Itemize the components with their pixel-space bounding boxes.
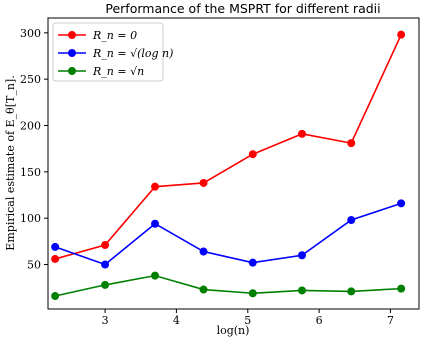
data-point [51, 242, 60, 251]
data-point [151, 271, 160, 280]
data-point [297, 129, 306, 138]
chart-title: Performance of the MSPRT for different r… [105, 1, 380, 16]
y-axis-label: Empirical estimate of E_θ[T_n]. [4, 75, 17, 250]
data-point [51, 292, 60, 301]
y-tick-label: 50 [27, 259, 41, 272]
y-tick-label: 150 [20, 166, 41, 179]
legend-label: R_n = 0 [92, 29, 137, 42]
legend-label: R_n = √n [92, 65, 144, 78]
data-point [248, 289, 257, 298]
legend-item: R_n = 0 [58, 29, 137, 42]
series-0 [51, 30, 406, 263]
y-tick-label: 250 [20, 73, 41, 86]
legend: R_n = 0 R_n = √(log n) R_n = √n [52, 22, 173, 82]
series-line [54, 34, 402, 260]
legend-marker [68, 67, 76, 75]
y-tick-label: 200 [20, 120, 41, 133]
series-line [54, 202, 402, 266]
data-point [101, 260, 110, 269]
data-point [199, 285, 208, 294]
data-point [297, 286, 306, 295]
data-point [101, 241, 110, 250]
series-layer [51, 30, 406, 301]
legend-label: R_n = √(log n) [92, 47, 173, 60]
data-point [347, 287, 356, 296]
series-2 [51, 271, 406, 301]
x-tick-label: 6 [316, 314, 323, 327]
axis-ticks: 3 4 5 6 7 50 100 150 200 250 300 [20, 27, 394, 327]
series-line [54, 274, 402, 297]
x-tick-label: 7 [387, 314, 394, 327]
data-point [297, 251, 306, 260]
data-point [248, 258, 257, 267]
data-point [199, 247, 208, 256]
x-tick-label: 4 [173, 314, 180, 327]
data-point [151, 182, 160, 191]
y-tick-label: 100 [20, 212, 41, 225]
legend-item: R_n = √n [58, 65, 144, 78]
x-tick-label: 3 [102, 314, 109, 327]
data-point [248, 150, 257, 159]
x-axis-label: log(n) [217, 324, 250, 337]
data-point [347, 139, 356, 148]
x-tick-label: 5 [244, 314, 251, 327]
data-point [199, 178, 208, 187]
data-point [101, 280, 110, 289]
y-tick-label: 300 [20, 27, 41, 40]
data-point [397, 284, 406, 293]
legend-marker [68, 31, 76, 39]
data-point [151, 219, 160, 228]
data-point [397, 30, 406, 39]
data-point [397, 199, 406, 208]
legend-item: R_n = √(log n) [58, 47, 173, 60]
plot-area [47, 17, 420, 310]
series-1 [51, 199, 406, 269]
legend-marker [68, 49, 76, 57]
data-point [347, 216, 356, 225]
legend-box [52, 22, 164, 82]
data-point [51, 254, 60, 263]
